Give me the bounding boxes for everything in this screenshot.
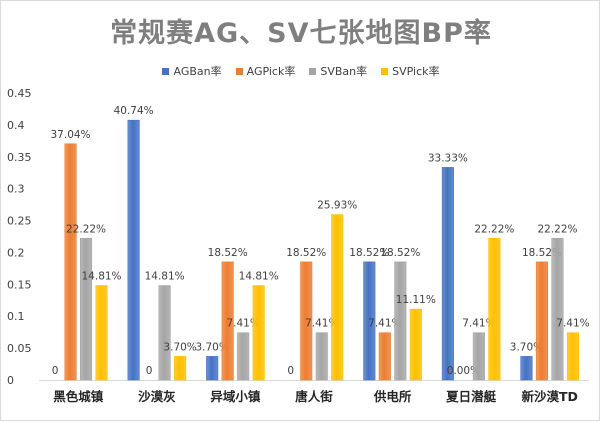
bar [378, 332, 391, 381]
y-tick-label: 0.45 [7, 87, 32, 100]
bar [441, 167, 454, 381]
bar [127, 119, 140, 381]
data-label: 11.11% [396, 294, 436, 306]
bar [363, 261, 376, 381]
data-label: 18.52% [286, 247, 326, 259]
bar [488, 237, 501, 381]
data-label: 7.41% [462, 318, 495, 330]
y-tick-label: 0 [7, 374, 14, 387]
legend-swatch-agban [162, 67, 170, 75]
bar [520, 356, 533, 381]
data-label: 0 [52, 365, 59, 377]
data-label: 7.41% [556, 318, 589, 330]
bar [472, 332, 485, 381]
data-label: 0 [287, 365, 294, 377]
bar [158, 285, 171, 381]
data-label: 7.41% [305, 318, 338, 330]
legend-label-svban: SVBan率 [320, 65, 368, 78]
legend-swatch-svpick [381, 67, 389, 75]
bar [237, 332, 250, 381]
data-label: 18.52% [380, 247, 420, 259]
data-label: 25.93% [317, 200, 357, 212]
x-tick-label: 供电所 [373, 389, 412, 404]
data-label: 3.70% [195, 341, 228, 353]
legend-label-svpick: SVPick率 [392, 65, 440, 78]
data-label: 22.22% [66, 223, 106, 235]
bar [315, 332, 328, 381]
data-label: 33.33% [428, 152, 468, 164]
data-label: 18.52% [208, 247, 248, 259]
legend-swatch-agpick [235, 67, 243, 75]
data-label: 3.70% [510, 341, 543, 353]
y-tick-label: 0.2 [7, 246, 25, 259]
bar [206, 356, 219, 381]
bar [221, 261, 234, 381]
data-label: 7.41% [226, 318, 259, 330]
data-label: 22.22% [474, 223, 514, 235]
y-tick-label: 0.3 [7, 183, 25, 196]
chart-title: 常规赛AG、SV七张地图BP率 [110, 18, 492, 49]
data-label: 7.41% [368, 318, 401, 330]
data-label: 0.00% [447, 365, 480, 377]
data-label: 22.22% [537, 223, 577, 235]
y-tick-label: 0.1 [7, 310, 25, 323]
data-label: 14.81% [145, 271, 185, 283]
legend-label-agban: AGBan率 [173, 65, 222, 78]
bar [394, 261, 407, 381]
bar [409, 308, 422, 381]
bar [64, 143, 77, 381]
data-label: 18.52% [349, 247, 389, 259]
y-tick-label: 0.05 [7, 342, 32, 355]
bar [95, 285, 108, 381]
legend-item-svpick: SVPick率 [381, 63, 440, 79]
y-tick-label: 0.4 [7, 119, 25, 132]
bar [551, 237, 564, 381]
bar [300, 261, 313, 381]
x-tick-label: 黑色城镇 [53, 389, 104, 404]
bar [252, 285, 265, 381]
legend-swatch-svban [309, 67, 317, 75]
legend-item-agpick: AGPick率 [235, 63, 296, 79]
y-tick-label: 0.35 [7, 151, 32, 164]
x-tick-label: 沙漠灰 [138, 389, 176, 404]
bar [535, 261, 549, 381]
data-label: 14.81% [239, 271, 279, 283]
x-tick-label: 唐人街 [295, 389, 333, 404]
data-label: 3.70% [163, 341, 196, 353]
data-label: 0 [146, 365, 153, 377]
legend-label-agpick: AGPick率 [246, 65, 296, 78]
legend-item-svban: SVBan率 [309, 63, 367, 79]
data-label: 37.04% [51, 129, 91, 141]
chart-legend: AGBan率 AGPick率 SVBan率 SVPick率 [1, 63, 600, 79]
legend-item-agban: AGBan率 [162, 63, 222, 79]
y-tick-label: 0.15 [7, 278, 32, 291]
data-label: 40.74% [114, 105, 154, 117]
x-tick-label: 新沙漠TD [522, 389, 578, 404]
x-tick-label: 异域小镇 [210, 389, 261, 404]
bar [331, 214, 344, 381]
y-tick-label: 0.25 [7, 215, 32, 228]
bar [79, 237, 93, 381]
bar [174, 356, 187, 381]
data-label: 14.81% [82, 271, 122, 283]
data-label: 18.52% [522, 247, 562, 259]
bar [566, 332, 580, 381]
x-tick-label: 夏日潜艇 [445, 389, 497, 404]
